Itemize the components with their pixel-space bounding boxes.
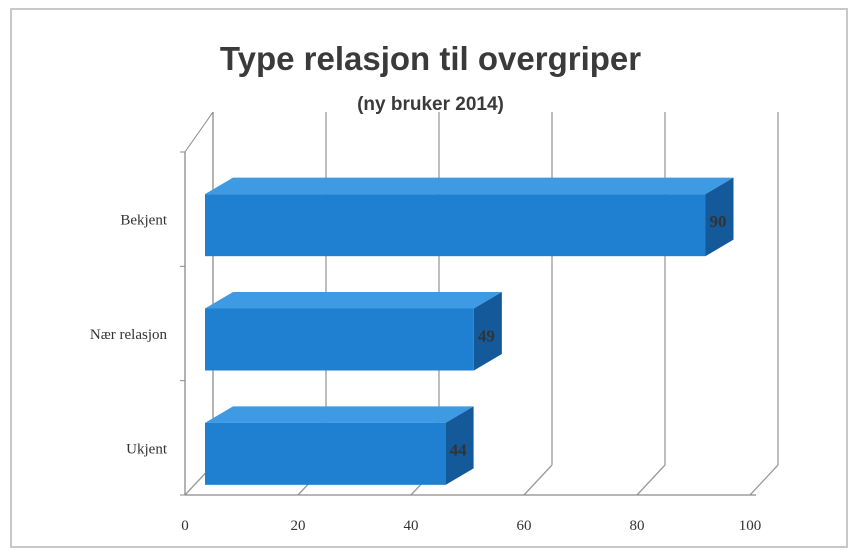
x-tick-label: 20 [291,518,306,534]
floor-gridline [749,464,779,496]
category-label: Nær relasjon [90,327,168,343]
data-label: 44 [450,441,468,460]
x-tick-label: 0 [181,518,189,534]
bar [205,422,446,485]
data-label: 49 [478,326,495,345]
bar-side [445,406,474,485]
bar [205,194,706,257]
category-label: Ukjent [126,441,168,457]
data-label: 90 [710,212,727,231]
x-tick-label: 80 [630,518,645,534]
x-tick-label: 60 [517,518,532,534]
floor-gridline [636,464,666,496]
bar-top [205,292,502,309]
bar-side [705,177,734,257]
axis-top-edge [184,111,214,153]
x-tick-label: 40 [404,518,419,534]
bar-top [205,406,474,423]
bar-top [205,177,734,195]
bar-side [473,292,502,371]
bar [205,308,474,371]
x-tick-label: 100 [739,518,762,534]
category-label: Bekjent [120,213,167,229]
chart-subtitle: (ny bruker 2014) [357,94,504,115]
chart-title: Type relasjon til overgriper [219,40,642,77]
floor-gridline [523,464,553,496]
